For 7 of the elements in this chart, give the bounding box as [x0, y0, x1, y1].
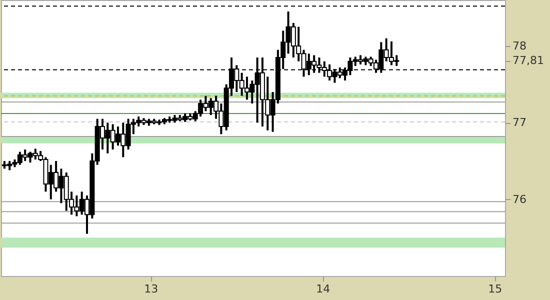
x-tick-label: 13 [144, 282, 158, 296]
x-tick-label: 14 [316, 282, 330, 296]
y-tick-label: 78 [512, 40, 526, 52]
y-tick-label: 77 [512, 116, 526, 130]
y-tick-label: 77,81 [512, 54, 544, 68]
x-tick-label: 15 [488, 282, 502, 296]
y-tick-label: 76 [512, 192, 526, 206]
